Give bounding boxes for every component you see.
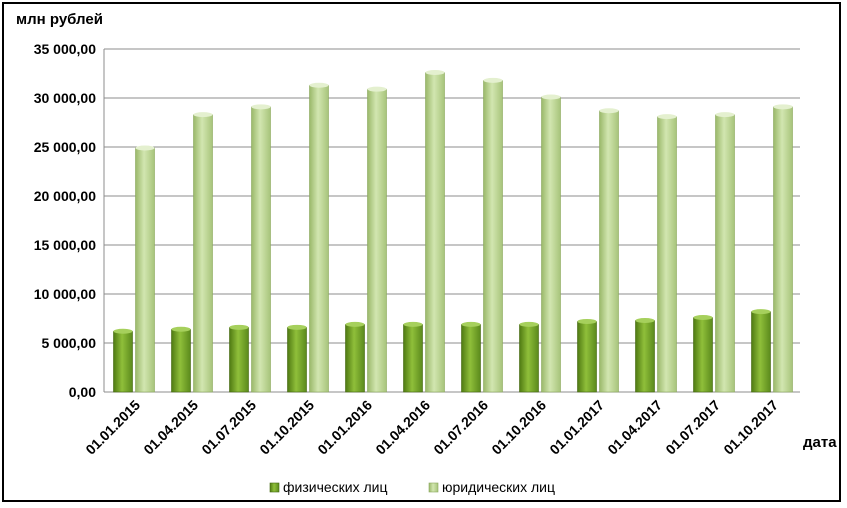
bar-physical (229, 327, 249, 393)
legend: физических лиц юридических лиц (269, 479, 555, 495)
gridlines (103, 48, 800, 393)
bar-legal (599, 110, 619, 393)
bar-cap (693, 315, 713, 321)
bar-legal (541, 96, 561, 393)
bar-legal (483, 80, 503, 393)
bar-legal (715, 114, 735, 393)
bar-physical (287, 327, 307, 393)
bar-cap (113, 328, 133, 334)
bar-physical (461, 324, 481, 393)
bar-legal (367, 88, 387, 393)
bar-cap (483, 77, 503, 83)
bar-cap (287, 324, 307, 330)
bar-physical (113, 330, 133, 393)
legend-label: юридических лиц (442, 479, 555, 495)
x-tick-label: 01.01.2017 (546, 397, 607, 458)
bar-cap (751, 309, 771, 315)
bar-cap (635, 317, 655, 323)
x-axis-ticks: 01.01.201501.04.201501.07.201501.10.2015… (82, 397, 781, 458)
x-tick-label: 01.04.2016 (372, 397, 433, 458)
y-tick-label: 15 000,00 (34, 237, 96, 253)
bars (113, 70, 793, 393)
bar-legal (251, 106, 271, 393)
bar-cap (599, 108, 619, 114)
y-tick-label: 30 000,00 (34, 90, 96, 106)
x-tick-label: 01.10.2015 (256, 397, 317, 458)
x-tick-label: 01.07.2017 (662, 397, 723, 458)
x-tick-label: 01.10.2016 (488, 397, 549, 458)
bar-cap (425, 70, 445, 76)
y-tick-label: 5 000,00 (42, 335, 97, 351)
bar-cap (403, 321, 423, 327)
bar-legal (135, 147, 155, 393)
bar-cap (657, 114, 677, 120)
bar-cap (345, 321, 365, 327)
bar-cap (577, 318, 597, 324)
x-unit-label: дата (803, 434, 837, 451)
legend-swatch (428, 482, 439, 493)
y-axis-ticks: 0,00 5 000,00 10 000,00 15 000,00 20 000,00 2… (34, 41, 97, 400)
x-tick-label: 01.01.2015 (82, 397, 143, 458)
bar-cap (519, 321, 539, 327)
bar-legal (309, 84, 329, 393)
bar-cap (715, 112, 735, 118)
x-tick-label: 01.10.2017 (720, 397, 781, 458)
bar-cap (773, 104, 793, 110)
bar-physical (577, 321, 597, 393)
bar-cap (193, 112, 213, 118)
x-tick-label: 01.01.2016 (314, 397, 375, 458)
bar-cap (171, 326, 191, 332)
y-tick-label: 10 000,00 (34, 286, 96, 302)
bar-physical (751, 311, 771, 393)
bar-physical (635, 320, 655, 393)
x-tick-label: 01.07.2015 (198, 397, 259, 458)
bar-legal (193, 114, 213, 393)
bar-cap (229, 324, 249, 330)
bar-legal (773, 106, 793, 393)
bar-physical (693, 317, 713, 393)
y-tick-label: 20 000,00 (34, 188, 96, 204)
bar-cap (367, 86, 387, 92)
x-tick-label: 01.04.2017 (604, 397, 665, 458)
legend-swatch (269, 482, 280, 493)
y-tick-label: 35 000,00 (34, 41, 96, 57)
bar-legal (657, 116, 677, 393)
legend-label: физических лиц (283, 479, 388, 495)
y-tick-label: 25 000,00 (34, 139, 96, 155)
bar-cap (309, 82, 329, 88)
x-tick-label: 01.04.2015 (140, 397, 201, 458)
bar-legal (425, 72, 445, 393)
bar-physical (519, 324, 539, 393)
bar-cap (251, 104, 271, 110)
bar-physical (171, 328, 191, 393)
x-tick-label: 01.07.2016 (430, 397, 491, 458)
bar-physical (403, 324, 423, 393)
bar-cap (541, 94, 561, 100)
bar-cap (461, 321, 481, 327)
bar-cap (135, 145, 155, 151)
y-unit-label: млн рублей (16, 11, 103, 28)
y-tick-label: 0,00 (69, 384, 96, 400)
bar-physical (345, 324, 365, 393)
